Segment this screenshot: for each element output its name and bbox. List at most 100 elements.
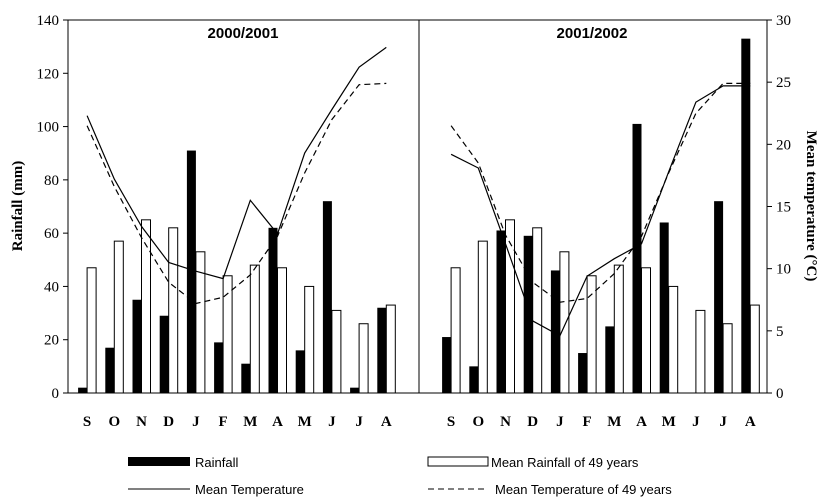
- y-tick-label: 40: [44, 279, 59, 295]
- x-tick-label: N: [136, 414, 147, 430]
- y-tick-label: 140: [37, 13, 60, 29]
- x-tick-label: J: [192, 414, 200, 430]
- legend-mean-rainfall-swatch: [427, 456, 489, 467]
- y2-tick-label: 5: [776, 324, 784, 340]
- y2-tick-label: 30: [776, 13, 791, 29]
- legend-mean-temperature-49-label: Mean Temperature of 49 years: [495, 482, 672, 497]
- rainfall-bar: [268, 227, 278, 393]
- mean-rainfall-bar: [195, 251, 206, 394]
- mean-rainfall-bar: [641, 267, 651, 394]
- mean-rainfall-bar: [695, 309, 706, 394]
- rainfall-bar: [523, 235, 533, 393]
- mean-rainfall-bar: [113, 240, 124, 394]
- y-tick-label: 0: [52, 386, 60, 402]
- rainfall-bar: [159, 315, 169, 393]
- y-tick-label: 60: [44, 226, 59, 242]
- x-tick-label: S: [447, 414, 455, 430]
- mean-rainfall-bar: [505, 219, 515, 394]
- rainfall-bar: [659, 222, 669, 393]
- x-tick-label: F: [219, 414, 228, 430]
- mean-rainfall-bar: [586, 275, 597, 394]
- x-tick-label: O: [472, 414, 484, 430]
- rainfall-bar: [632, 123, 642, 394]
- rainfall-bar: [578, 353, 588, 393]
- mean-rainfall-bar: [249, 264, 260, 394]
- rainfall-bar: [442, 337, 452, 393]
- x-tick-label: F: [583, 414, 592, 430]
- mean-rainfall-bar: [304, 285, 315, 394]
- rainfall-bar: [714, 201, 724, 393]
- rainfall-bar: [605, 326, 615, 393]
- mean-rainfall-bar: [222, 275, 233, 394]
- mean-rainfall-bar: [358, 323, 369, 394]
- y-tick-label: 100: [37, 120, 60, 136]
- mean-temperature-49-line: [86, 82, 387, 305]
- x-tick-label: M: [298, 414, 312, 430]
- mean-rainfall-bar: [749, 304, 760, 394]
- rainfall-bar: [496, 230, 506, 393]
- x-tick-label: J: [719, 414, 727, 430]
- mean-rainfall-bar: [385, 304, 396, 394]
- panel-title-2: 2001/2002: [557, 25, 628, 42]
- mean-rainfall-bar: [613, 264, 624, 394]
- x-tick-label: D: [527, 414, 538, 430]
- legend-rainfall-swatch: [128, 457, 190, 466]
- mean-rainfall-bar: [532, 227, 543, 394]
- x-tick-label: M: [662, 414, 676, 430]
- mean-rainfall-bar: [86, 267, 97, 394]
- rainfall-bar: [350, 387, 360, 393]
- x-tick-label: A: [636, 414, 647, 430]
- legend: Rainfall Mean Rainfall of 49 years Mean …: [128, 455, 672, 497]
- rainfall-bar: [469, 366, 479, 393]
- x-tick-label: O: [108, 414, 120, 430]
- y-tick-label: 120: [37, 66, 60, 82]
- rainfall-bar: [295, 350, 305, 393]
- rainfall-bar: [741, 38, 751, 394]
- mean-rainfall-bar: [141, 219, 151, 394]
- rainfall-bar: [322, 201, 332, 393]
- mean-rainfall-bar: [450, 267, 461, 394]
- rainfall-bar: [78, 387, 88, 393]
- x-tick-label: N: [500, 414, 511, 430]
- x-tick-label: D: [163, 414, 174, 430]
- y2-axis-label: Mean temperature (°C): [803, 131, 819, 282]
- rainfall-bar: [132, 299, 142, 393]
- rainfall-bar: [377, 307, 387, 393]
- mean-rainfall-bar: [277, 267, 287, 394]
- y-axis-label: Rainfall (mm): [10, 161, 26, 251]
- panel-title-1: 2000/2001: [208, 25, 279, 42]
- x-tick-label: A: [381, 414, 392, 430]
- legend-mean-temperature-label: Mean Temperature: [195, 482, 304, 497]
- y-tick-label: 20: [44, 333, 59, 349]
- x-tick-label: J: [692, 414, 700, 430]
- rainfall-bar: [186, 150, 196, 393]
- bars: [78, 38, 760, 394]
- y-tick-label: 80: [44, 173, 59, 189]
- mean-rainfall-bar: [722, 323, 733, 394]
- rainfall-bar: [550, 270, 560, 393]
- y2-tick-label: 10: [776, 262, 791, 278]
- x-tick-label: S: [83, 414, 91, 430]
- temperature-lines: [86, 46, 751, 337]
- mean-temperature-line: [450, 85, 751, 337]
- mean-rainfall-bar: [331, 309, 342, 394]
- y2-tick-label: 0: [776, 386, 784, 402]
- y2-tick-label: 20: [776, 137, 791, 153]
- y2-tick-label: 25: [776, 75, 791, 91]
- legend-rainfall-label: Rainfall: [195, 455, 238, 470]
- mean-rainfall-bar: [559, 251, 570, 394]
- rainfall-bar: [105, 347, 115, 393]
- mean-rainfall-bar: [477, 240, 488, 394]
- x-tick-label: J: [556, 414, 564, 430]
- x-tick-label: A: [745, 414, 756, 430]
- x-tick-label: A: [272, 414, 283, 430]
- x-tick-label: M: [243, 414, 257, 430]
- x-tick-label: J: [328, 414, 336, 430]
- mean-rainfall-bar: [168, 227, 179, 394]
- legend-mean-rainfall-label: Mean Rainfall of 49 years: [491, 455, 639, 470]
- mean-temperature-49-line: [450, 82, 751, 303]
- rainfall-bar: [214, 342, 224, 393]
- x-tick-label: M: [607, 414, 621, 430]
